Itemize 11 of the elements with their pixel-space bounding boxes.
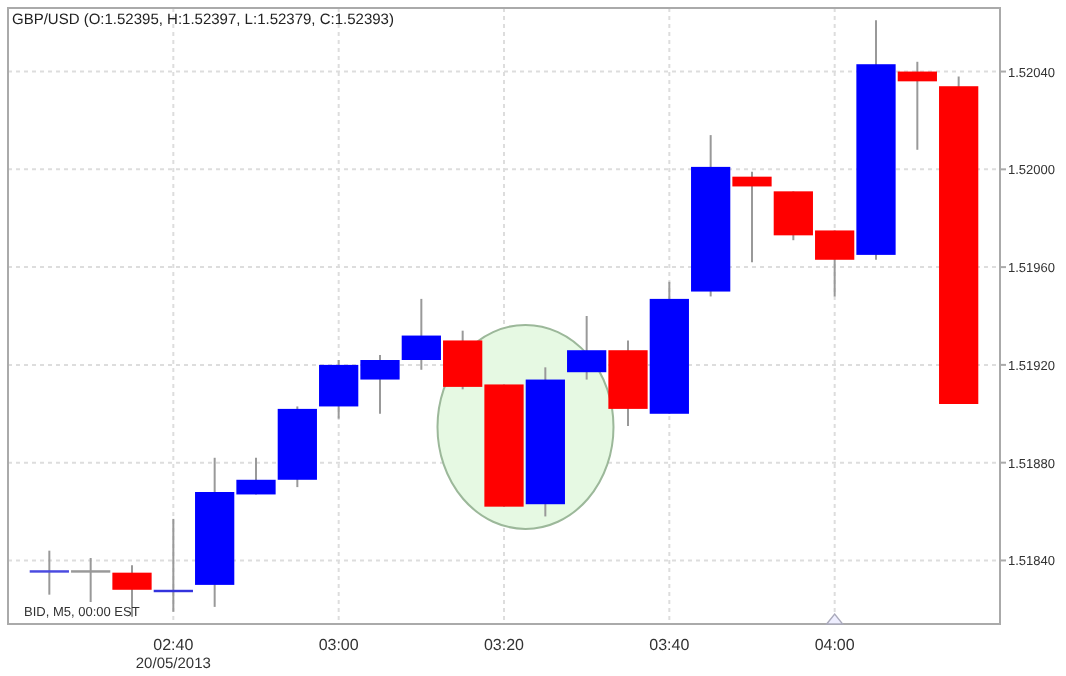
candlestick — [897, 60, 937, 151]
candlestick — [732, 170, 772, 264]
x-tick-label: 03:00 — [318, 636, 360, 654]
candlestick — [71, 557, 111, 603]
candlestick — [112, 564, 152, 618]
x-tick-label: 03:40 — [649, 636, 691, 654]
candlestick — [401, 297, 441, 371]
candlestick — [567, 315, 607, 381]
x-tick-label: 04:00 — [814, 636, 856, 654]
x-tick-label: 03:20 — [483, 636, 526, 654]
x-tick-label: 02:40 — [153, 636, 195, 654]
